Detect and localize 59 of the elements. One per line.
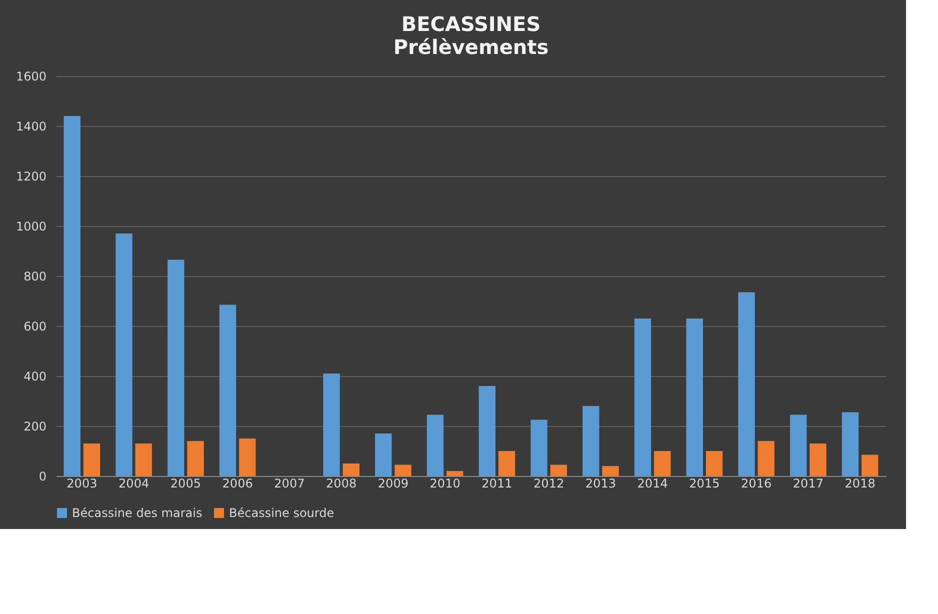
y-tick-label: 1000 (16, 220, 46, 234)
legend-label: Bécassine sourde (229, 506, 334, 520)
bar (135, 444, 152, 476)
bar (634, 318, 652, 476)
bar (187, 441, 204, 476)
bar (862, 454, 878, 476)
bar (706, 451, 723, 476)
x-tick-label: 2015 (689, 476, 720, 490)
x-tick-label: 2012 (534, 476, 564, 490)
bar (375, 434, 392, 476)
x-tick-label: 2018 (844, 476, 876, 490)
bar (498, 451, 516, 476)
x-tick-label: 2010 (430, 476, 460, 490)
bar (116, 234, 132, 476)
chart-title: BECASSINES (401, 12, 541, 36)
y-tick-label: 0 (38, 470, 46, 484)
bar (602, 466, 619, 476)
x-tick-label: 2013 (585, 476, 616, 490)
bar (478, 386, 496, 476)
bar (738, 292, 755, 476)
bar (842, 412, 859, 476)
bar (83, 444, 100, 476)
bar (550, 464, 567, 476)
x-tick-label: 2009 (378, 476, 408, 490)
y-tick-label: 1600 (16, 70, 46, 84)
y-tick-label: 600 (24, 320, 46, 334)
bar (582, 406, 600, 476)
bar (446, 471, 464, 476)
bar (394, 464, 412, 476)
legend-label: Bécassine des marais (72, 506, 202, 520)
x-tick-label: 2008 (326, 476, 357, 490)
x-tick-label: 2003 (66, 476, 98, 490)
x-tick-label: 2004 (118, 476, 150, 490)
bar (323, 374, 340, 476)
bar (530, 420, 548, 476)
bar (810, 444, 826, 476)
bar (686, 318, 703, 476)
y-tick-label: 1200 (16, 170, 46, 184)
bar (239, 438, 256, 476)
x-tick-label: 2017 (792, 476, 824, 490)
y-tick-label: 400 (24, 370, 46, 384)
bar (219, 304, 236, 476)
bar (426, 414, 444, 476)
bar (758, 441, 774, 476)
y-tick-label: 800 (24, 270, 46, 284)
y-tick-label: 1400 (16, 120, 46, 134)
bar (64, 116, 80, 476)
bar (342, 464, 360, 476)
bar (168, 260, 184, 476)
x-tick-label: 2011 (482, 476, 512, 490)
x-tick-label: 2007 (274, 476, 305, 490)
chart-subtitle: Prélèvements (393, 35, 549, 59)
x-tick-label: 2005 (170, 476, 201, 490)
x-tick-label: 2014 (637, 476, 668, 490)
x-tick-label: 2006 (222, 476, 253, 490)
bar (654, 451, 671, 476)
bar (790, 414, 807, 476)
y-tick-label: 200 (24, 420, 46, 434)
x-tick-label: 2016 (741, 476, 772, 490)
